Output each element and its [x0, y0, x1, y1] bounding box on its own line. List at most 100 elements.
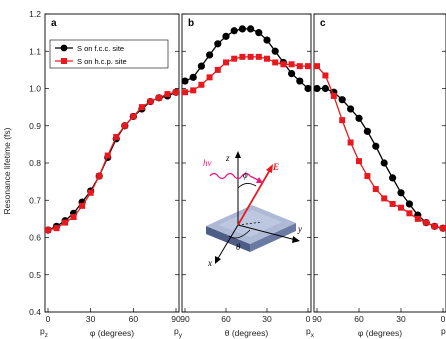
x-tick-label: 0 — [46, 314, 51, 324]
data-point-fcc — [296, 77, 304, 85]
data-point-fcc — [214, 40, 222, 48]
series-line-a-hcp — [47, 91, 177, 231]
data-point-hcp — [247, 53, 254, 60]
data-point-fcc — [405, 200, 413, 208]
y-axis-label: Resonance lifetime (fs) — [2, 127, 12, 214]
inset-label-hv: hν — [203, 158, 212, 168]
x-tick-label: 0 — [441, 314, 446, 324]
inset-slab-side-right — [250, 223, 296, 252]
data-point-hcp — [440, 225, 446, 232]
geometry-inset: hν z ϕ E y x θ — [203, 151, 302, 268]
x-tick-label: 30 — [262, 314, 272, 324]
data-point-fcc — [347, 105, 355, 113]
data-point-hcp — [381, 195, 388, 202]
data-point-hcp — [398, 204, 404, 211]
data-point-hcp — [53, 225, 60, 232]
y-tick-label: 0.5 — [29, 270, 41, 280]
x-tick-label: 30 — [396, 314, 406, 324]
end-label-right-c: p — [441, 326, 446, 336]
data-point-hcp — [231, 55, 238, 62]
data-point-hcp — [87, 189, 94, 196]
x-tick-label: 90 — [171, 314, 181, 324]
inset-field-arrowhead — [266, 164, 273, 173]
inset-z-arrowhead — [235, 151, 241, 158]
y-axis-title: Resonance lifetime (fs) — [2, 127, 12, 214]
data-point-hcp — [70, 214, 77, 221]
y-tick-label: 0.8 — [29, 158, 41, 168]
series-line-c-hcp — [316, 65, 444, 229]
data-point-fcc — [380, 159, 388, 167]
data-point-hcp — [79, 202, 86, 209]
data-point-fcc — [397, 189, 405, 197]
panel-frame-b — [181, 13, 312, 313]
inset-label-x: x — [207, 258, 212, 268]
data-point-hcp — [272, 59, 279, 66]
data-point-hcp — [356, 158, 362, 165]
y-tick-label: 0.7 — [29, 195, 41, 205]
data-point-fcc — [313, 84, 321, 93]
inset-y-axis — [237, 224, 297, 241]
inset-label-phi: ϕ — [243, 170, 248, 180]
data-point-hcp — [347, 139, 354, 146]
data-point-hcp — [96, 173, 103, 180]
inset-x-axis — [216, 224, 239, 261]
data-point-fcc — [271, 47, 279, 55]
inset-label-e: E — [272, 162, 279, 172]
inset-theta-arc — [228, 229, 251, 239]
data-point-hcp — [255, 53, 262, 60]
data-point-hcp — [173, 89, 179, 96]
y-tick-label: 1.1 — [29, 46, 41, 56]
data-point-fcc — [206, 51, 214, 59]
end-label-right-b: px — [306, 326, 315, 339]
data-point-hcp — [164, 91, 171, 98]
data-point-hcp — [214, 66, 221, 73]
data-point-fcc — [230, 27, 238, 35]
data-point-fcc — [321, 84, 329, 93]
y-axis-ticks: 0.4 0.5 0.6 0.7 0.8 0.9 1.0 1.1 1.2 — [29, 9, 446, 317]
y-tick-label: 1.0 — [29, 84, 41, 94]
series-line-c-fcc — [317, 87, 444, 229]
data-point-hcp — [62, 219, 69, 226]
y-tick-label: 0.4 — [29, 307, 41, 317]
x-tick-label: 60 — [129, 314, 139, 324]
data-point-fcc — [222, 32, 230, 40]
data-point-fcc — [363, 127, 371, 135]
inset-photon-arrowhead — [256, 177, 263, 183]
x-tick-label: 60 — [221, 314, 231, 324]
series-line-b-fcc — [184, 28, 309, 89]
data-point-hcp — [339, 117, 346, 124]
inset-x-arrowhead — [215, 256, 221, 264]
data-point-hcp — [155, 94, 162, 101]
data-point-hcp — [182, 89, 188, 96]
data-point-hcp — [121, 122, 128, 129]
data-point-hcp — [305, 63, 311, 70]
inset-label-y: y — [297, 224, 302, 234]
data-point-hcp — [104, 152, 111, 159]
panel-frame-c — [313, 13, 446, 313]
end-label-left-a: pz — [40, 326, 48, 339]
inset-photon-wave — [209, 172, 251, 180]
inset-slab-side-front — [206, 226, 250, 252]
x-tick-label: 90 — [180, 314, 190, 324]
x-tick-label: 0 — [306, 314, 311, 324]
data-point-hcp — [206, 74, 213, 81]
data-point-hcp — [330, 92, 337, 99]
legend-marker-fcc — [60, 44, 68, 52]
panel-letter-a: a — [51, 18, 57, 29]
x-axis-title-b: θ (degrees) — [225, 328, 269, 338]
legend: S on f.c.c. site S on h.c.p. site — [49, 39, 169, 69]
data-point-fcc — [247, 25, 255, 33]
series-line-b-hcp — [184, 56, 308, 93]
legend-label-hcp: S on h.c.p. site — [77, 57, 127, 66]
data-point-fcc — [197, 62, 205, 70]
inset-label-z: z — [225, 153, 230, 163]
data-point-fcc — [189, 73, 197, 81]
data-point-hcp — [147, 98, 154, 105]
data-point-hcp — [314, 63, 320, 70]
inset-y-arrowhead — [292, 236, 300, 243]
data-point-fcc — [288, 70, 296, 78]
inset-field-vector — [237, 167, 272, 226]
data-point-hcp — [264, 55, 270, 62]
x-tick-label: 30 — [86, 314, 96, 324]
